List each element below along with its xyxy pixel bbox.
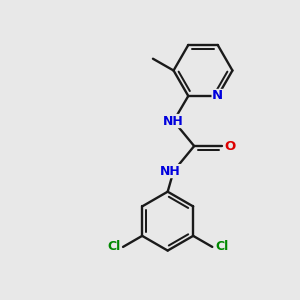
Text: Cl: Cl — [215, 240, 228, 254]
Text: NH: NH — [163, 115, 184, 128]
Text: O: O — [225, 140, 236, 153]
Text: N: N — [212, 89, 223, 103]
Text: Cl: Cl — [107, 240, 120, 254]
Text: NH: NH — [160, 165, 181, 178]
